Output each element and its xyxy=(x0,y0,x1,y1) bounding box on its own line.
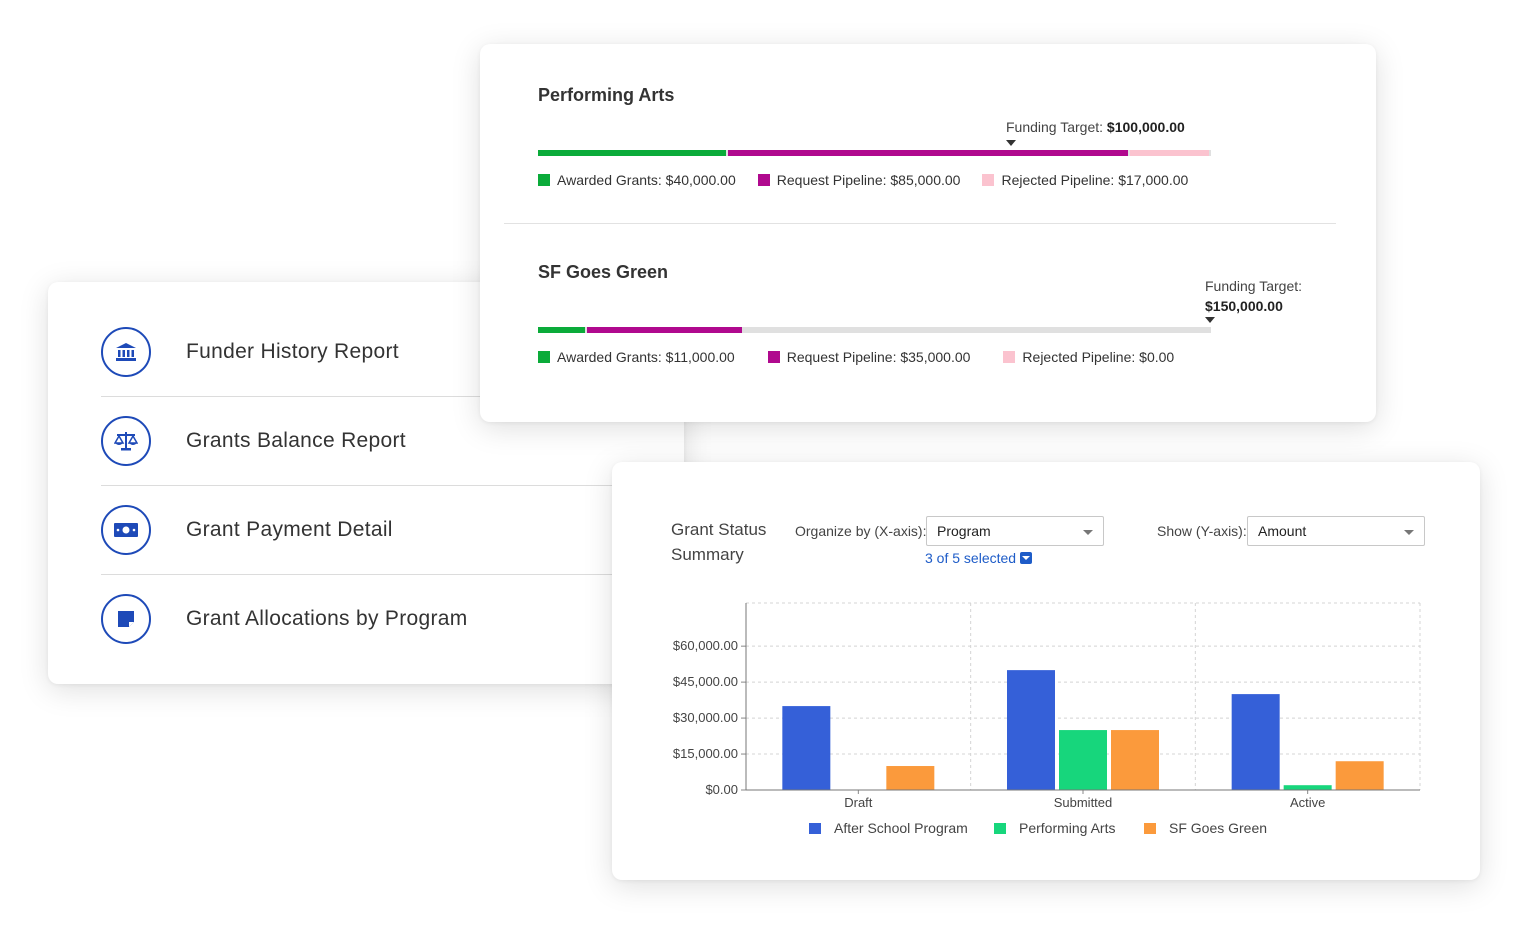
legend-swatch xyxy=(809,823,821,834)
rejected-label: Rejected Pipeline: $0.00 xyxy=(1022,349,1175,365)
legend-label: Performing Arts xyxy=(1019,820,1115,836)
bar xyxy=(782,706,831,790)
report-label: Grant Allocations by Program xyxy=(186,607,468,630)
organize-select[interactable]: Program xyxy=(926,516,1104,546)
bar xyxy=(1007,670,1055,790)
bar xyxy=(1283,785,1332,790)
request-label: Request Pipeline: $35,000.00 xyxy=(786,349,971,365)
awarded-label: Awarded Grants: $40,000.00 xyxy=(557,172,736,188)
chart-card: Grant Status Summary Organize by (X-axis)… xyxy=(612,462,1480,880)
program-title: SF Goes Green xyxy=(538,262,669,282)
y-tick-label: $45,000.00 xyxy=(673,674,738,689)
x-tick-label: Draft xyxy=(844,795,873,810)
y-tick-label: $60,000.00 xyxy=(673,638,738,653)
show-value: Amount xyxy=(1258,523,1307,539)
selected-count: 3 of 5 selected xyxy=(925,550,1017,566)
report-label: Grants Balance Report xyxy=(186,429,406,452)
bank-icon xyxy=(101,327,151,377)
request-swatch xyxy=(757,174,770,186)
legend-swatch xyxy=(994,823,1006,834)
awarded-segment xyxy=(538,327,586,333)
request-label: Request Pipeline: $85,000.00 xyxy=(776,172,961,188)
bar-chart: $0.00 $15,000.00 $30,000.00 $45,000.00 $60,0… xyxy=(673,602,1421,836)
scales-icon xyxy=(101,416,151,466)
legend-swatch xyxy=(1144,823,1156,834)
report-item-funder-history[interactable]: Funder History Report xyxy=(101,308,399,396)
y-tick-label: $30,000.00 xyxy=(673,710,738,725)
selection-toggle[interactable]: 3 of 5 selected xyxy=(925,550,1033,566)
bar xyxy=(1111,730,1159,790)
divider xyxy=(101,574,661,575)
chart-title: Grant Status Summary xyxy=(671,520,767,564)
legend-label: SF Goes Green xyxy=(1169,820,1267,836)
dropdown-icon xyxy=(1020,552,1033,564)
divider xyxy=(101,396,661,397)
chevron-down-icon xyxy=(1404,530,1414,535)
program-title: Performing Arts xyxy=(538,85,675,105)
bar xyxy=(1231,694,1280,790)
show-select[interactable]: Amount xyxy=(1247,516,1425,546)
report-label: Grant Payment Detail xyxy=(186,518,393,541)
banknote-icon xyxy=(101,505,151,555)
funding-target-label: Funding Target: $100,000.00 xyxy=(1006,119,1185,135)
report-item-grant-allocations[interactable]: Grant Allocations by Program xyxy=(101,575,468,663)
bar xyxy=(1335,761,1384,790)
request-segment xyxy=(587,327,743,333)
funding-legend: Awarded Grants: $11,000.00 Request Pipel… xyxy=(538,349,1174,365)
legend-label: After School Program xyxy=(834,820,968,836)
request-segment xyxy=(727,150,1129,156)
bar xyxy=(886,766,935,790)
chevron-down-icon xyxy=(1083,530,1093,535)
funding-target-label: Funding Target: $150,000.00 xyxy=(1205,278,1303,314)
funding-legend: Awarded Grants: $40,000.00 Request Pipel… xyxy=(538,172,1188,188)
awarded-label: Awarded Grants: $11,000.00 xyxy=(557,349,735,365)
rejected-swatch xyxy=(982,174,995,186)
organize-value: Program xyxy=(937,523,991,539)
funding-card: Performing Arts Funding Target: $100,000… xyxy=(480,44,1376,422)
note-icon xyxy=(101,594,151,644)
show-label: Show (Y-axis): xyxy=(1157,523,1247,539)
organize-label: Organize by (X-axis): xyxy=(795,523,927,539)
report-label: Funder History Report xyxy=(186,340,399,363)
bar xyxy=(1059,730,1107,790)
rejected-segment xyxy=(1130,150,1209,156)
awarded-segment xyxy=(538,150,726,156)
rejected-label: Rejected Pipeline: $17,000.00 xyxy=(1001,172,1189,188)
target-marker-icon xyxy=(1205,317,1215,323)
divider xyxy=(504,223,1336,224)
x-tick-label: Submitted xyxy=(1054,795,1113,810)
funding-bar xyxy=(538,327,1211,333)
y-tick-label: $15,000.00 xyxy=(673,746,738,761)
request-swatch xyxy=(767,351,780,363)
divider xyxy=(101,485,661,486)
y-tick-label: $0.00 xyxy=(705,782,738,797)
awarded-swatch xyxy=(538,351,550,363)
report-item-grants-balance[interactable]: Grants Balance Report xyxy=(101,397,406,485)
target-marker-icon xyxy=(1006,140,1016,146)
x-tick-label: Active xyxy=(1290,795,1325,810)
awarded-swatch xyxy=(538,174,550,186)
funding-bar xyxy=(538,150,1211,156)
rejected-swatch xyxy=(1003,351,1016,363)
report-item-grant-payment[interactable]: Grant Payment Detail xyxy=(101,486,393,574)
